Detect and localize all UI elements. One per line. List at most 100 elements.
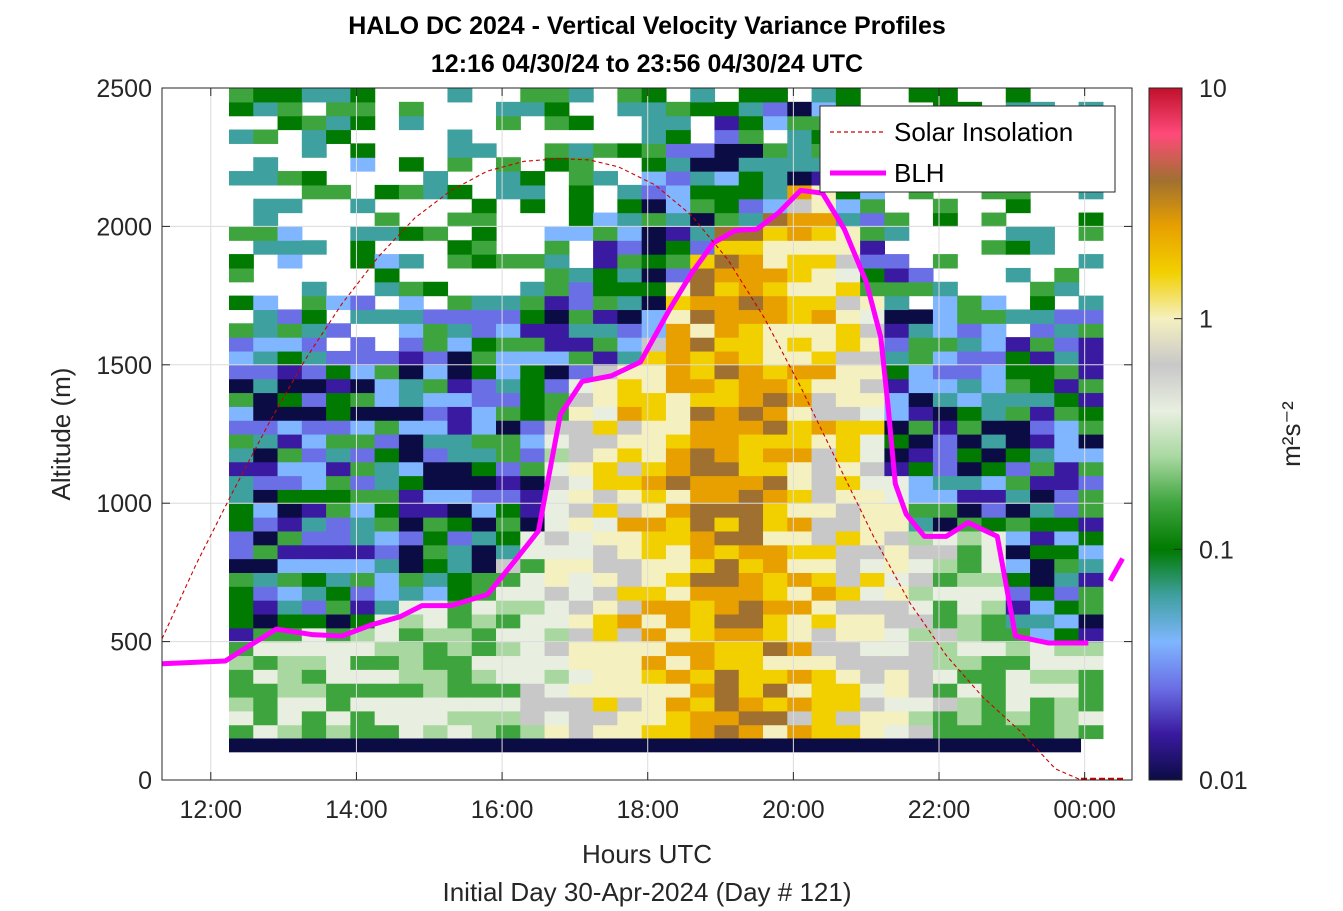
heatmap-cell bbox=[641, 613, 667, 629]
heatmap-cell bbox=[811, 212, 837, 227]
heatmap-cell bbox=[544, 350, 570, 366]
legend-label-solar: Solar Insolation bbox=[894, 117, 1073, 147]
heatmap-cell bbox=[738, 392, 764, 407]
heatmap-cell bbox=[714, 600, 740, 615]
heatmap-cell bbox=[398, 503, 424, 518]
heatmap-cell bbox=[374, 406, 400, 421]
heatmap-cell bbox=[932, 420, 958, 435]
heatmap-cell bbox=[738, 420, 764, 435]
heatmap-cell bbox=[617, 683, 643, 698]
heatmap-cell bbox=[738, 115, 764, 131]
heatmap-cell bbox=[641, 171, 667, 186]
heatmap-cell bbox=[301, 461, 327, 477]
heatmap-cell bbox=[253, 337, 279, 352]
heatmap-cell bbox=[932, 198, 958, 214]
heatmap-cell bbox=[1030, 600, 1055, 615]
heatmap-cell bbox=[787, 420, 813, 435]
heatmap-cell bbox=[690, 475, 716, 490]
heatmap-cell bbox=[617, 530, 643, 546]
heatmap-cell bbox=[423, 572, 449, 587]
heatmap-cell bbox=[1054, 627, 1080, 643]
heatmap-cell bbox=[593, 558, 618, 573]
heatmap-cell bbox=[398, 157, 424, 172]
heatmap-cell bbox=[908, 613, 934, 629]
heatmap-cell bbox=[665, 641, 691, 657]
heatmap-cell bbox=[763, 710, 788, 726]
heatmap-cell bbox=[932, 572, 958, 587]
heatmap-cell bbox=[277, 558, 303, 573]
heatmap-cell bbox=[714, 586, 740, 601]
heatmap-cell bbox=[908, 88, 934, 103]
heatmap-cell bbox=[884, 724, 910, 740]
heatmap-cell bbox=[326, 544, 351, 560]
heatmap-cell bbox=[301, 143, 327, 158]
heatmap-cell bbox=[860, 378, 886, 394]
heatmap-cell bbox=[835, 309, 861, 324]
heatmap-cell bbox=[253, 420, 279, 435]
colorbar-tick-label: 0.01 bbox=[1199, 767, 1248, 795]
heatmap-cell bbox=[253, 129, 279, 144]
heatmap-cell bbox=[860, 392, 886, 407]
heatmap-cell bbox=[738, 475, 764, 490]
heatmap-cell bbox=[544, 627, 570, 643]
heatmap-cell bbox=[665, 558, 691, 573]
heatmap-cell bbox=[811, 392, 837, 407]
heatmap-cell bbox=[496, 157, 521, 172]
heatmap-cell bbox=[520, 295, 546, 311]
heatmap-cell bbox=[568, 212, 594, 227]
heatmap-cell bbox=[811, 627, 837, 643]
heatmap-cell bbox=[301, 420, 327, 435]
heatmap-cell bbox=[544, 710, 570, 726]
heatmap-cell bbox=[277, 503, 303, 518]
heatmap-cell bbox=[350, 461, 376, 477]
heatmap-cell bbox=[787, 530, 813, 546]
heatmap-cell bbox=[787, 489, 813, 504]
heatmap-cell bbox=[1005, 558, 1031, 573]
heatmap-cell bbox=[787, 710, 813, 726]
heatmap-cell bbox=[1030, 406, 1055, 421]
heatmap-cell bbox=[496, 586, 521, 601]
heatmap-cell bbox=[1054, 378, 1080, 394]
heatmap-cell bbox=[350, 572, 376, 587]
y-tick-label: 500 bbox=[110, 629, 152, 657]
heatmap-cell bbox=[398, 724, 424, 740]
heatmap-cell bbox=[981, 392, 1007, 407]
heatmap-cell bbox=[253, 226, 279, 241]
heatmap-cell bbox=[301, 724, 327, 740]
heatmap-cell bbox=[690, 350, 716, 366]
heatmap-cell bbox=[787, 101, 813, 117]
heatmap-cell bbox=[496, 392, 521, 407]
heatmap-cell bbox=[374, 627, 400, 643]
heatmap-cell bbox=[957, 572, 983, 587]
heatmap-cell bbox=[350, 88, 376, 103]
heatmap-cell bbox=[787, 115, 813, 131]
heatmap-cell bbox=[884, 378, 910, 394]
heatmap-cell bbox=[665, 503, 691, 518]
heatmap-cell bbox=[301, 696, 327, 712]
heatmap-cell bbox=[811, 683, 837, 698]
heatmap-cell bbox=[471, 544, 497, 560]
heatmap-cell bbox=[1030, 517, 1055, 532]
heatmap-cell bbox=[520, 489, 546, 504]
y-tick-label: 1500 bbox=[96, 352, 152, 380]
heatmap-cell bbox=[1005, 240, 1031, 255]
heatmap-cell bbox=[908, 392, 934, 407]
heatmap-cell bbox=[981, 586, 1007, 601]
heatmap-cell bbox=[665, 613, 691, 629]
heatmap-cell bbox=[593, 281, 618, 297]
heatmap-cell bbox=[374, 669, 400, 684]
heatmap-cell bbox=[301, 586, 327, 601]
heatmap-cell bbox=[981, 295, 1007, 311]
heatmap-cell bbox=[496, 115, 521, 131]
heatmap-cell bbox=[423, 184, 449, 200]
heatmap-cell bbox=[277, 489, 303, 504]
heatmap-cell bbox=[277, 254, 303, 269]
heatmap-cell bbox=[908, 710, 934, 726]
heatmap-cell bbox=[932, 544, 958, 560]
heatmap-cell bbox=[860, 641, 886, 657]
heatmap-cell bbox=[301, 240, 327, 255]
heatmap-cell bbox=[835, 461, 861, 477]
heatmap-cell bbox=[617, 558, 643, 573]
heatmap-cell bbox=[228, 738, 1082, 753]
heatmap-cell bbox=[665, 406, 691, 421]
